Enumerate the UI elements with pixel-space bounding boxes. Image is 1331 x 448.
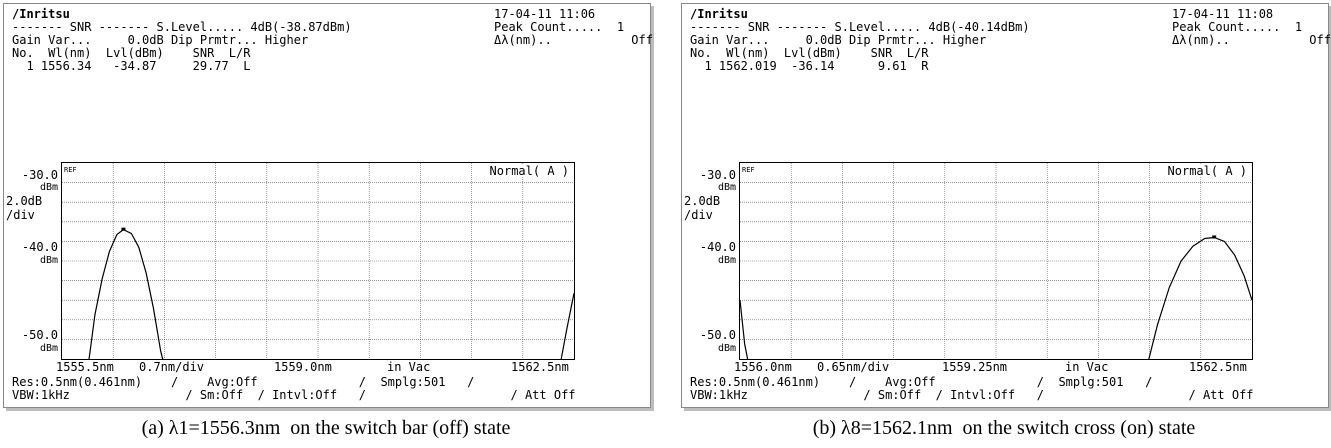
delta-lambda: Δλ(nm).. Off	[1172, 33, 1331, 47]
spectrum-plot: REF Normal( A )	[739, 162, 1253, 360]
y-bottom-level: -50.0	[699, 328, 736, 342]
y-ref-level: -30.0	[699, 168, 736, 182]
y-ref-unit: dBm	[39, 182, 58, 193]
x-center: 1559.0nm	[274, 360, 332, 374]
y-scale-unit: /div	[684, 208, 713, 222]
datetime: 17-04-11 11:06	[494, 7, 596, 21]
x-end: 1562.5nm	[511, 360, 569, 374]
delta-lambda: Δλ(nm).. Off	[494, 33, 653, 47]
x-span: 0.7nm/div	[139, 360, 205, 374]
x-medium: in Vac	[387, 360, 431, 374]
peak-marker	[1212, 235, 1217, 239]
brand-logo: /Inritsu	[12, 7, 70, 21]
y-scale: 2.0dB	[684, 194, 721, 208]
osa-screen-a: /Inritsu 17-04-11 11:06 ------- SNR ----…	[3, 3, 653, 408]
ref-marker: REF	[64, 166, 77, 174]
spectrum-trace-1	[1148, 236, 1252, 359]
caption-a: (a) λ1=1556.3nm on the switch bar (off) …	[141, 417, 511, 439]
spectrum-trace-1	[560, 293, 574, 359]
spectrum-trace-0	[740, 300, 749, 359]
y-scale-unit: /div	[6, 208, 35, 222]
result-table-row: 1 1556.34 -34.87 29.77 L	[12, 59, 251, 73]
result-table-row: 1 1562.019 -36.14 9.61 R	[690, 59, 929, 73]
footer-settings-1: Res:0.5nm(0.461nm) / Avg:Off / Smplg:501…	[690, 375, 1153, 389]
y-mid-level: -40.0	[699, 240, 736, 254]
y-mid-unit: dBm	[39, 255, 58, 266]
peak-count: Peak Count..... 1	[494, 20, 625, 34]
x-medium: in Vac	[1065, 360, 1109, 374]
footer-settings-1: Res:0.5nm(0.461nm) / Avg:Off / Smplg:501…	[12, 375, 475, 389]
x-start: 1556.0nm	[734, 360, 792, 374]
datetime: 17-04-11 11:08	[1172, 7, 1274, 21]
snr-level-line: ------- SNR ------- S.Level..... 4dB(-40…	[690, 20, 1030, 34]
spectrum-svg	[740, 163, 1252, 359]
gain-var-line: Gain Var... 0.0dB Dip Prmtr... Higher	[12, 33, 309, 47]
snr-level-line: ------- SNR ------- S.Level..... 4dB(-38…	[12, 20, 352, 34]
y-bottom-unit: dBm	[39, 343, 58, 354]
spectrum-plot: REF Normal( A )	[61, 162, 575, 360]
footer-settings-2: VBW:1kHz / Sm:Off / Intvl:Off / / Att Of…	[690, 388, 1254, 402]
footer-settings-2: VBW:1kHz / Sm:Off / Intvl:Off / / Att Of…	[12, 388, 576, 402]
gain-var-line: Gain Var... 0.0dB Dip Prmtr... Higher	[690, 33, 987, 47]
y-bottom-level: -50.0	[21, 328, 58, 342]
spectrum-trace-0	[88, 228, 164, 359]
y-scale: 2.0dB	[6, 194, 43, 208]
peak-marker	[121, 227, 126, 231]
trace-mode: Normal( A )	[487, 164, 571, 178]
x-center: 1559.25nm	[942, 360, 1008, 374]
peak-count: Peak Count..... 1	[1172, 20, 1303, 34]
spectrum-svg	[62, 163, 574, 359]
caption-b: (b) λ8=1562.1nm on the switch cross (on)…	[812, 417, 1196, 439]
trace-mode: Normal( A )	[1165, 164, 1249, 178]
result-table-header: No. Wl(nm) Lvl(dBm) SNR L/R	[12, 46, 251, 60]
x-end: 1562.5nm	[1189, 360, 1247, 374]
y-ref-level: -30.0	[21, 168, 58, 182]
y-mid-level: -40.0	[21, 240, 58, 254]
brand-logo: /Inritsu	[690, 7, 748, 21]
result-table-header: No. Wl(nm) Lvl(dBm) SNR L/R	[690, 46, 929, 60]
x-start: 1555.5nm	[56, 360, 114, 374]
ref-marker: REF	[742, 166, 755, 174]
x-span: 0.65nm/div	[817, 360, 890, 374]
y-ref-unit: dBm	[717, 182, 736, 193]
y-bottom-unit: dBm	[717, 343, 736, 354]
osa-screen-b: /Inritsu 17-04-11 11:08 ------- SNR ----…	[681, 3, 1331, 408]
y-mid-unit: dBm	[717, 255, 736, 266]
